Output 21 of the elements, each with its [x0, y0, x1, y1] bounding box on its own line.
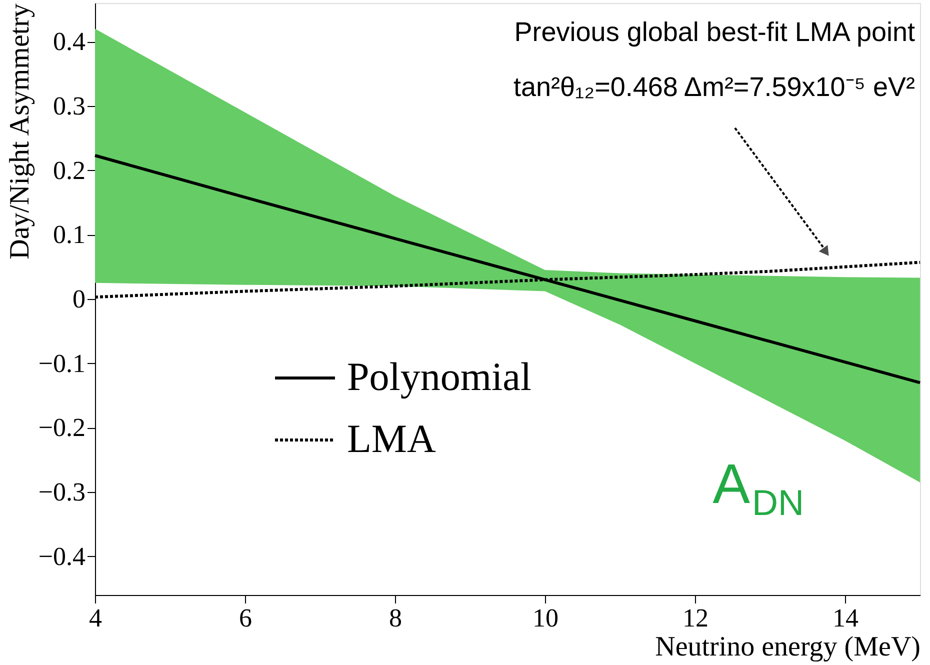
x-tick-label: 12 — [682, 604, 708, 632]
legend-label: Polynomial — [347, 354, 532, 399]
y-tick-label: −0.2 — [38, 413, 86, 442]
y-tick-label: 0.3 — [53, 91, 86, 120]
y-tick-label: 0.2 — [53, 156, 86, 185]
y-tick-label: 0 — [72, 284, 86, 314]
x-tick-label: 4 — [89, 604, 102, 632]
y-tick-label: −0.4 — [38, 542, 86, 571]
annotation: tan²θ₁₂=0.468 Δm²=7.59x10⁻⁵ eV² — [513, 72, 915, 102]
y-tick-label: 0.1 — [53, 220, 86, 250]
annotation: Previous global best-fit LMA point — [514, 17, 916, 47]
y-axis-title: Day/Night Asymmetry — [4, 4, 36, 260]
legend-label: LMA — [347, 416, 436, 461]
x-tick-label: 10 — [532, 604, 558, 632]
x-axis-title: Neutrino energy (MeV) — [655, 632, 920, 662]
y-tick-label: 0.4 — [53, 27, 86, 56]
x-tick-label: 14 — [832, 604, 858, 632]
x-tick-label: 8 — [389, 604, 402, 632]
x-tick-label: 6 — [239, 604, 252, 632]
y-tick-label: −0.3 — [38, 478, 86, 507]
y-tick-label: −0.1 — [38, 348, 86, 378]
